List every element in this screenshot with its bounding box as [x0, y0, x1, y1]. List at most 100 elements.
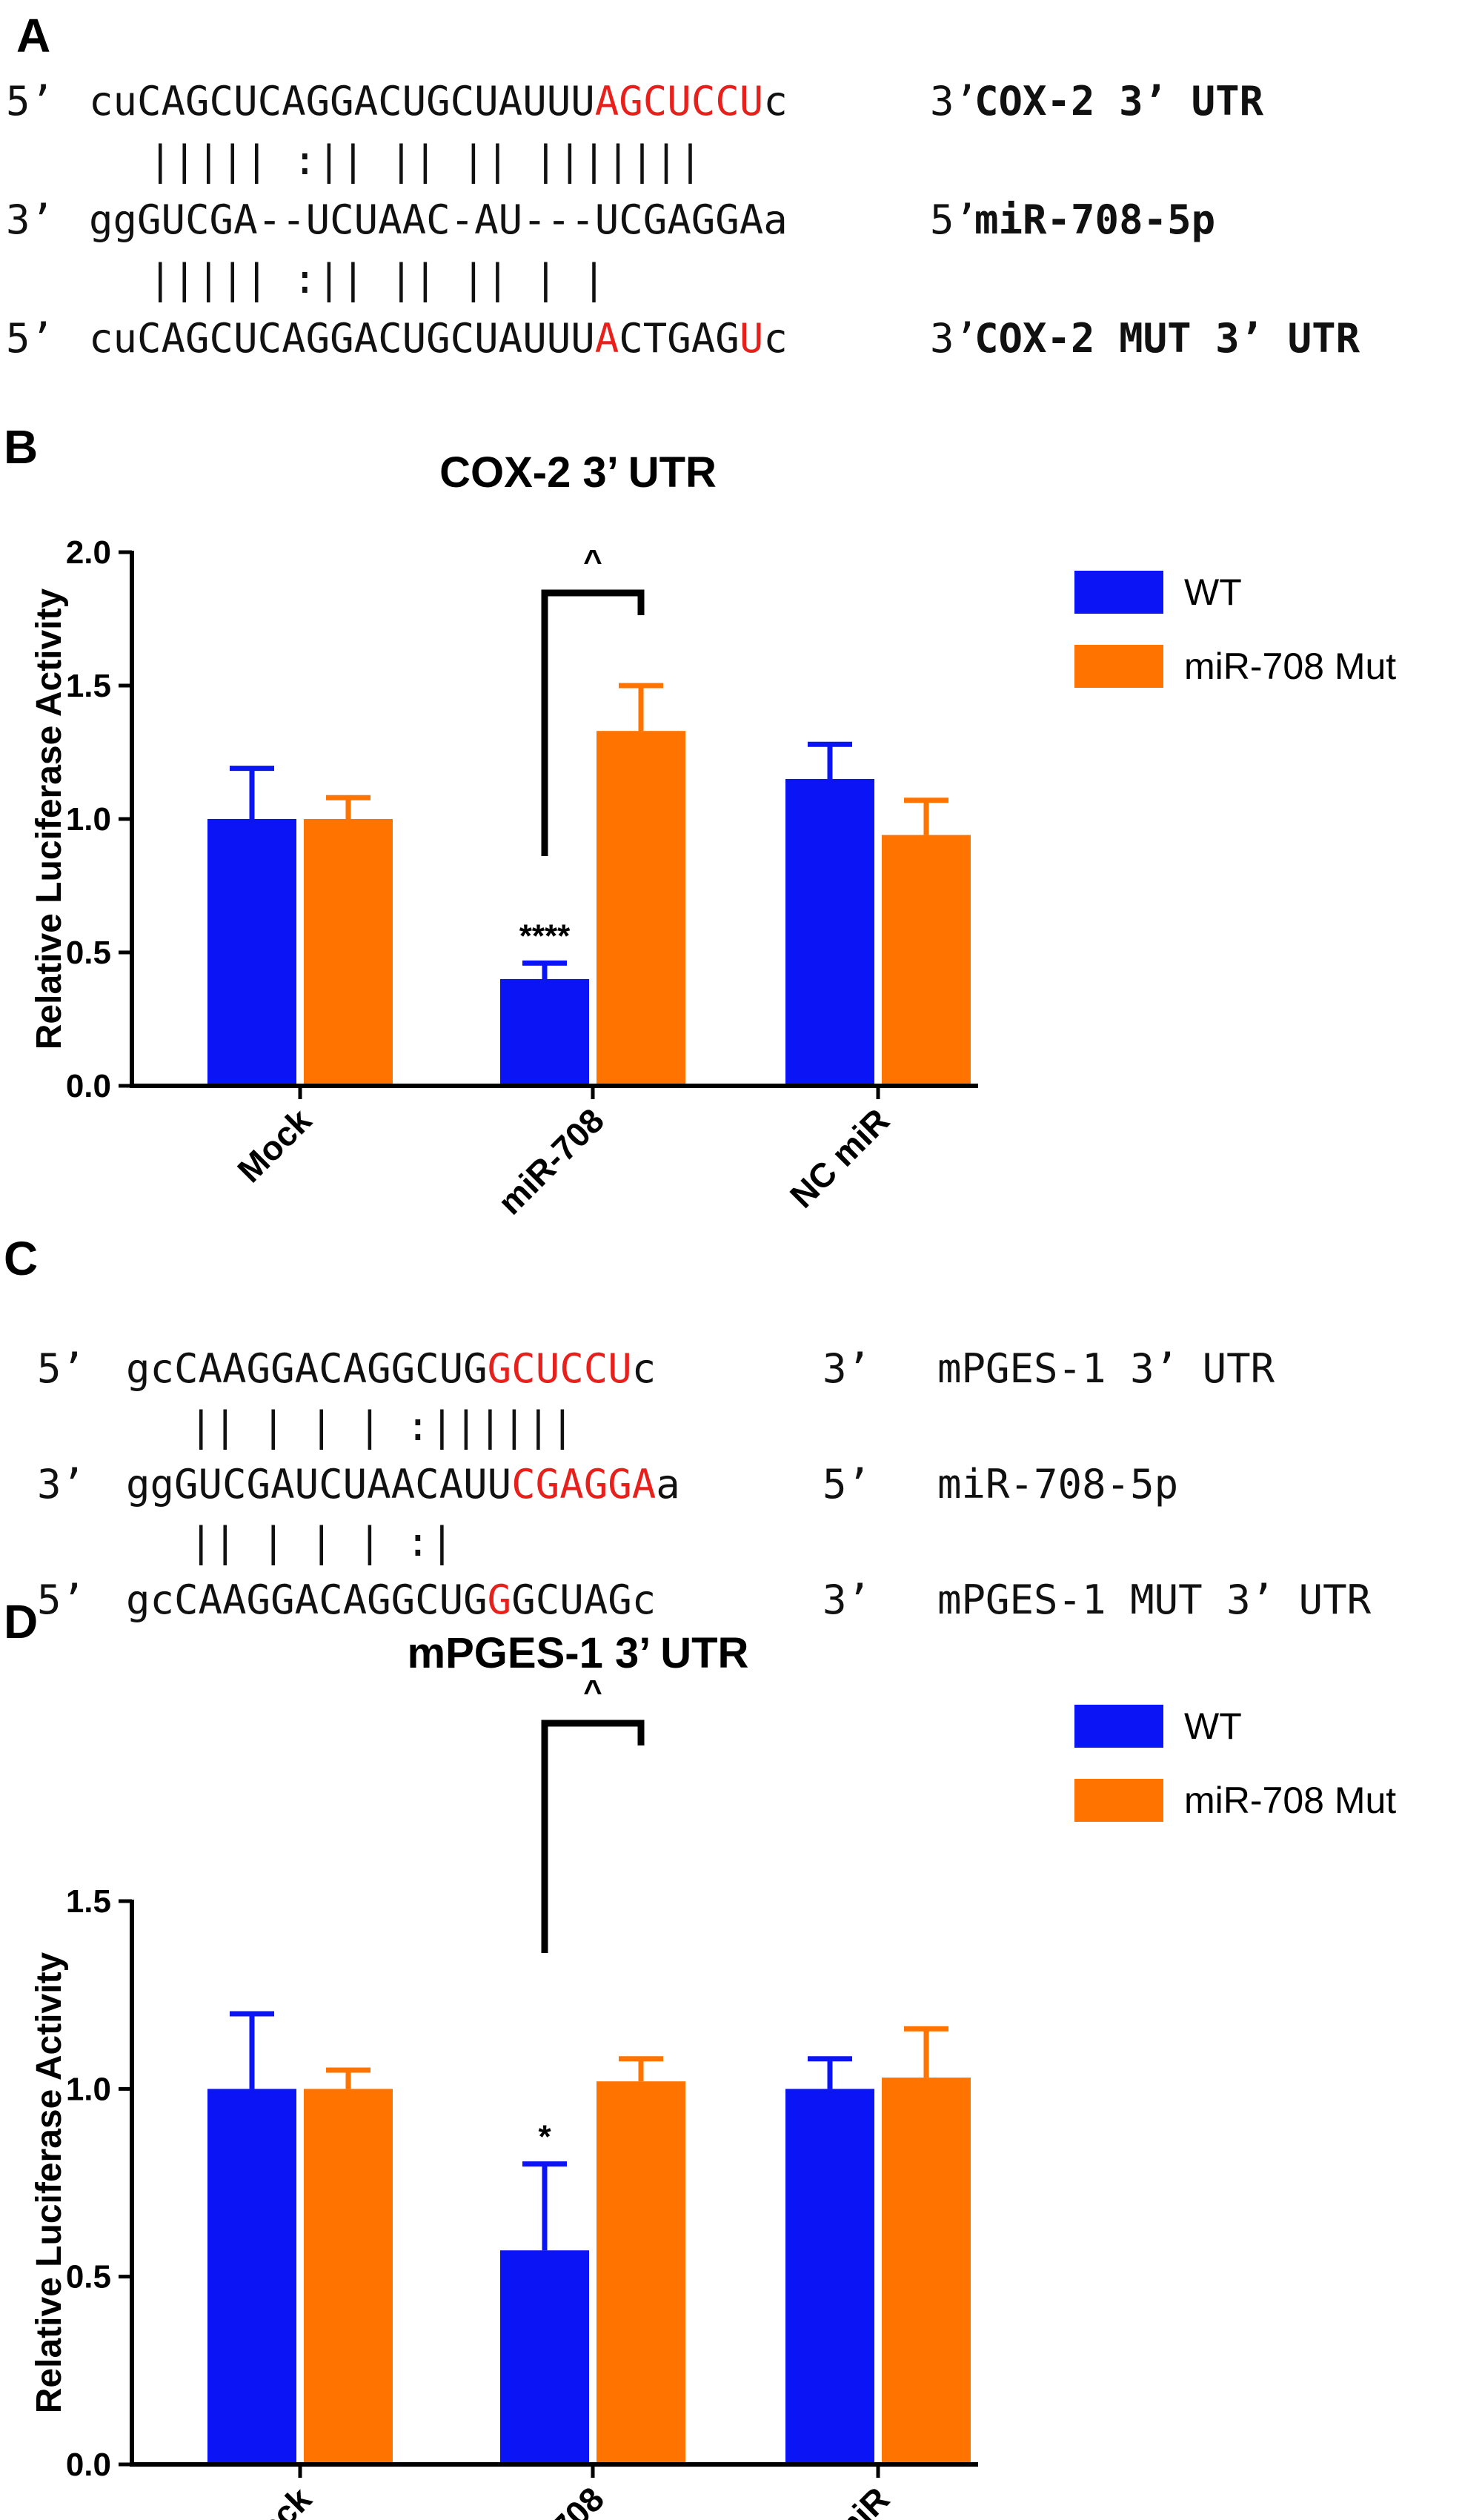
highlighted-bases: GCUCCU: [488, 1345, 632, 1392]
bar-mut-0: [304, 2089, 393, 2464]
y-tick-label: 2.0: [66, 534, 111, 571]
legend-swatch-mut: [1074, 1779, 1163, 1822]
panel-a: A 5’ cuCAGCUCAGGACUGCUAUUUAGCUCCUc 3’COX-2…: [6, 9, 1360, 362]
strand-end-right: 3’: [930, 78, 978, 125]
legend-swatch-wt: [1074, 571, 1163, 614]
y-tick-label: 1.5: [66, 668, 111, 704]
legend-swatch-mut: [1074, 645, 1163, 688]
significance-bracket: [541, 1720, 645, 1953]
strand-end-left: 5’: [6, 315, 54, 362]
sequence-text: cuCAGCUCAGGACUGCUAUUUAGCUCCUc: [89, 78, 788, 125]
panel-letter-b: B: [4, 420, 38, 474]
sequence-label: miR-708-5p: [937, 1461, 1178, 1508]
legend-label-mut: miR-708 Mut: [1184, 1780, 1396, 1821]
sequence-bases: gcCAAGGACAGGCUG: [126, 1345, 488, 1392]
pairing-marks: || | | | :|: [189, 1519, 454, 1565]
highlighted-bases: U: [740, 315, 764, 362]
sequence-bases: ggGUCGAUCUAACAUU: [126, 1461, 511, 1508]
sequence-bases: GCUAGc: [511, 1576, 656, 1623]
sequence-label: COX-2 MUT 3’ UTR: [974, 315, 1360, 362]
strand-end-left: 3’: [37, 1461, 85, 1508]
panel-letter-c: C: [4, 1232, 38, 1285]
legend-label-wt: WT: [1184, 1705, 1242, 1747]
x-tick-label: NC miR: [782, 1101, 897, 1215]
bar-mut-1: [597, 2081, 685, 2464]
sequence-text: gcCAAGGACAGGCUGGGCUAGc: [126, 1576, 656, 1623]
sequence-text: ggGUCGAUCUAACAUUCGAGGAa: [126, 1461, 680, 1508]
bar-mut-2: [882, 2078, 971, 2464]
strand-end-right: 3’: [823, 1345, 871, 1392]
panel-d: D mPGES-1 3’ UTR Relative Luciferase Acti…: [4, 1595, 1396, 2520]
y-tick-label: 1.0: [66, 801, 111, 838]
strand-end-right: 3’: [823, 1576, 871, 1623]
legend-swatch-wt: [1074, 1705, 1163, 1748]
bar-wt-1: [500, 979, 589, 1086]
y-axis-label: Relative Luciferase Activity: [30, 588, 69, 1050]
chart-title: mPGES-1 3’ UTR: [408, 1629, 749, 1677]
sequence-text: ggGUCGA--UCUAAC-AU---UCGAGGAa: [89, 196, 788, 243]
panel-letter-a: A: [16, 9, 50, 62]
y-tick-label: 1.0: [66, 2071, 111, 2107]
strand-end-right: 5’: [823, 1461, 871, 1508]
y-tick-label: 0.5: [66, 935, 111, 971]
sequence-alignment-a: 5’ cuCAGCUCAGGACUGCUAUUUAGCUCCUc 3’COX-2 3…: [6, 78, 1360, 362]
strand-end-left: 5’: [37, 1345, 85, 1392]
significance-stars: *: [538, 2119, 551, 2155]
y-tick-label: 1.5: [66, 1883, 111, 1920]
strand-end-right: 3’: [930, 315, 978, 362]
sequence-bases: a: [656, 1461, 680, 1508]
bracket-marker: ^: [583, 543, 602, 580]
sequence-bases: c: [763, 315, 788, 362]
x-tick-label: NC miR: [782, 2479, 897, 2520]
sequence-bases: cuCAGCUCAGGACUGCUAUUU: [89, 78, 595, 125]
sequence-label: mPGES-1 MUT 3’ UTR: [937, 1576, 1372, 1623]
sequence-bases: c: [763, 78, 788, 125]
x-tick-label: miR-708: [491, 1101, 611, 1221]
significance-bracket: [541, 589, 645, 856]
pairing-marks: ||||| :|| || || |||||||: [148, 137, 702, 184]
x-tick-label: Mock: [230, 1101, 319, 1190]
y-tick-label: 0.0: [66, 2447, 111, 2483]
panel-b: B COX-2 3’ UTR Relative Luciferase Activi…: [4, 420, 1396, 1222]
sequence-bases: CTGAG: [619, 315, 740, 362]
legend-label-mut: miR-708 Mut: [1184, 646, 1396, 687]
legend-label-wt: WT: [1184, 571, 1242, 613]
highlighted-bases: A: [595, 315, 619, 362]
sequence-label: miR-708-5p: [974, 196, 1215, 243]
strand-end-left: 3’: [6, 196, 54, 243]
chart-title: COX-2 3’ UTR: [439, 448, 717, 497]
x-tick-label: miR-708: [491, 2479, 611, 2520]
bar-mut-0: [304, 819, 393, 1086]
strand-end-left: 5’: [37, 1576, 85, 1623]
strand-end-right: 5’: [930, 196, 978, 243]
sequence-label: COX-2 3’ UTR: [974, 78, 1264, 125]
y-tick-label: 0.5: [66, 2259, 111, 2295]
bar-mut-2: [882, 835, 971, 1086]
sequence-text: gcCAAGGACAGGCUGGCUCCUc: [126, 1345, 656, 1392]
sequence-bases: c: [632, 1345, 657, 1392]
highlighted-bases: AGCUCCU: [595, 78, 764, 125]
sequence-bases: cuCAGCUCAGGACUGCUAUUU: [89, 315, 595, 362]
significance-stars: ****: [519, 918, 571, 954]
bracket-marker: ^: [583, 1674, 602, 1710]
pairing-marks: || | | | :||||||: [189, 1403, 574, 1450]
sequence-alignment-c: 5’ gcCAAGGACAGGCUGGCUCCUc 3’ mPGES-1 3’ UTR…: [37, 1345, 1372, 1623]
strand-end-left: 5’: [6, 78, 54, 125]
bar-mut-1: [597, 731, 685, 1086]
chart-cox2-3utr: COX-2 3’ UTR Relative Luciferase Activity…: [30, 448, 1396, 1222]
pairing-marks: ||||| :|| || || | |: [148, 256, 606, 302]
bar-wt-0: [207, 819, 296, 1086]
bar-wt-1: [500, 2250, 589, 2464]
sequence-label: mPGES-1 3’ UTR: [937, 1345, 1275, 1392]
panel-letter-d: D: [4, 1595, 38, 1648]
x-tick-label: Mock: [230, 2479, 319, 2520]
chart-mpges1-3utr: mPGES-1 3’ UTR Relative Luciferase Activi…: [30, 1629, 1396, 2520]
y-axis-label: Relative Luciferase Activity: [30, 1952, 69, 2413]
sequence-bases: ggGUCGA--UCUAAC-AU---UCGAGGAa: [89, 196, 788, 243]
bar-wt-2: [785, 2089, 874, 2464]
y-tick-label: 0.0: [66, 1068, 111, 1104]
bar-wt-0: [207, 2089, 296, 2464]
panel-c: C 5’ gcCAAGGACAGGCUGGCUCCUc 3’ mPGES-1 3’ U…: [4, 1232, 1372, 1623]
bar-wt-2: [785, 779, 874, 1086]
